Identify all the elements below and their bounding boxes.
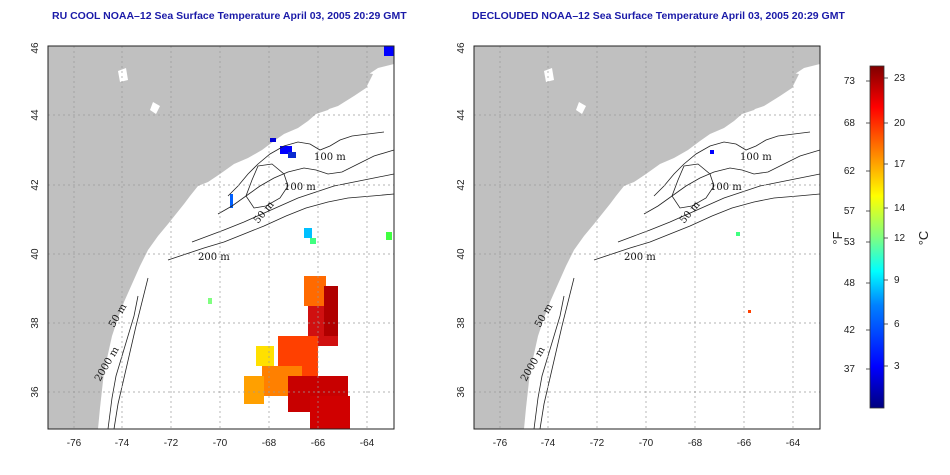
lat-tick: 36 <box>30 386 41 398</box>
fahrenheit-tick: 42 <box>844 325 856 336</box>
map-frame <box>47 45 395 430</box>
lon-tick: -68 <box>688 438 703 449</box>
lon-tick: -66 <box>311 438 326 449</box>
land-mass <box>48 46 394 429</box>
contour-label-100m-a: 100 m <box>740 152 772 163</box>
map-frame <box>473 45 821 430</box>
temperature-colorbar: 73 68 62 57 53 48 42 37 23 20 17 14 12 9 <box>828 60 948 420</box>
right-map-svg: 100 m 100 m 50 m 200 m 50 m 2000 m -76 -… <box>456 42 821 449</box>
lon-tick: -76 <box>493 438 508 449</box>
land-mass <box>474 46 820 429</box>
colorbar-gradient <box>869 65 885 409</box>
fahrenheit-tick: 68 <box>844 118 856 129</box>
lat-tick: 40 <box>456 248 467 260</box>
lon-tick: -72 <box>164 438 179 449</box>
left-map-svg: 100 m 100 m 50 m 200 m 50 m 2000 m -76 -… <box>30 42 395 449</box>
lakes <box>118 68 160 114</box>
celsius-tick: 6 <box>894 319 900 330</box>
celsius-tick: 3 <box>894 361 900 372</box>
celsius-tick: 17 <box>894 159 906 170</box>
left-map-panel[interactable]: 100 m 100 m 50 m 200 m 50 m 2000 m -76 -… <box>30 42 395 449</box>
lon-tick-labels: -76 -74 -72 -70 -68 -66 -64 <box>67 438 375 449</box>
lat-tick: 44 <box>30 109 41 121</box>
celsius-ticks: 23 20 17 14 12 9 6 3 <box>894 73 906 372</box>
colorbar-svg: 73 68 62 57 53 48 42 37 23 20 17 14 12 9 <box>830 65 931 409</box>
lon-tick: -74 <box>541 438 556 449</box>
left-map-title: RU COOL NOAA–12 Sea Surface Temperature … <box>52 10 407 22</box>
lon-tick-labels: -76 -74 -72 -70 -68 -66 -64 <box>493 438 801 449</box>
lat-lon-grid <box>48 46 394 429</box>
lat-tick: 38 <box>30 317 41 329</box>
celsius-tick: 9 <box>894 275 900 286</box>
contour-label-200m: 200 m <box>624 252 656 263</box>
lon-tick: -72 <box>590 438 605 449</box>
fahrenheit-tick: 48 <box>844 278 856 289</box>
lon-tick: -74 <box>115 438 130 449</box>
fahrenheit-tick: 57 <box>844 206 856 217</box>
lat-tick: 36 <box>456 386 467 398</box>
celsius-tick: 12 <box>894 233 906 244</box>
lat-tick-labels: 36 38 40 42 44 46 <box>456 42 467 398</box>
right-map-title: DECLOUDED NOAA–12 Sea Surface Temperatur… <box>472 10 845 22</box>
right-map-panel[interactable]: 100 m 100 m 50 m 200 m 50 m 2000 m -76 -… <box>456 42 821 449</box>
fahrenheit-tick: 73 <box>844 76 856 87</box>
fahrenheit-ticks: 73 68 62 57 53 48 42 37 <box>844 76 856 375</box>
lat-tick: 46 <box>456 42 467 54</box>
lon-tick: -64 <box>360 438 375 449</box>
celsius-tick: 23 <box>894 73 906 84</box>
sst-pixels <box>710 150 751 313</box>
lat-tick: 38 <box>456 317 467 329</box>
fahrenheit-tick: 62 <box>844 166 856 177</box>
lat-tick: 44 <box>456 109 467 121</box>
contour-label-200m: 200 m <box>198 252 230 263</box>
bathymetry-contours <box>107 131 395 430</box>
celsius-tick: 20 <box>894 118 906 129</box>
fahrenheit-tick: 37 <box>844 364 856 375</box>
celsius-tick: 14 <box>894 203 906 214</box>
celsius-unit-label: °C <box>916 231 931 246</box>
lakes <box>544 68 586 114</box>
fahrenheit-unit-label: °F <box>830 231 845 244</box>
lon-tick: -68 <box>262 438 277 449</box>
sst-pixels <box>208 46 394 429</box>
fahrenheit-tick: 53 <box>844 237 856 248</box>
contour-label-100m-b: 100 m <box>284 182 316 193</box>
lat-tick: 46 <box>30 42 41 54</box>
lat-lon-grid <box>474 46 820 429</box>
lat-tick: 40 <box>30 248 41 260</box>
lon-tick: -76 <box>67 438 82 449</box>
lat-tick-labels: 36 38 40 42 44 46 <box>30 42 41 398</box>
lat-tick: 42 <box>30 179 41 191</box>
lon-tick: -66 <box>737 438 752 449</box>
lon-tick: -70 <box>213 438 228 449</box>
contour-label-100m-a: 100 m <box>314 152 346 163</box>
lon-tick: -64 <box>786 438 801 449</box>
lon-tick: -70 <box>639 438 654 449</box>
contour-label-100m-b: 100 m <box>710 182 742 193</box>
lat-tick: 42 <box>456 179 467 191</box>
